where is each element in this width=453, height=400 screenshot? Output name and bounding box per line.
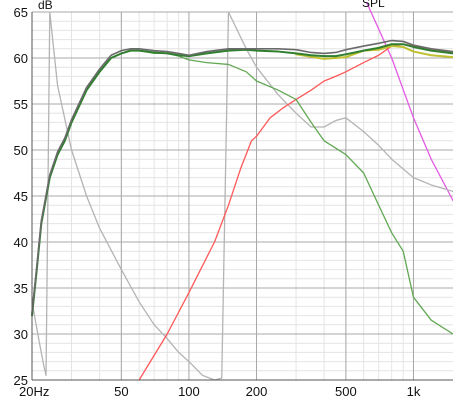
series-line xyxy=(366,2,453,202)
minor-y-grid xyxy=(32,20,453,372)
series-legend-label: SPL xyxy=(362,0,385,10)
series-line xyxy=(295,45,453,60)
x-tick-label: 200 xyxy=(246,384,268,399)
series-layer xyxy=(31,2,453,381)
y-tick-label: 35 xyxy=(14,281,28,296)
y-tick-label: 55 xyxy=(14,97,28,112)
y-tick-label: 50 xyxy=(14,143,28,158)
x-tick-label: 20Hz xyxy=(19,384,49,399)
x-tick-labels: 20Hz 50 100 200 500 1k xyxy=(19,384,421,399)
series-line xyxy=(31,39,453,314)
series-line xyxy=(31,43,453,317)
y-tick-label: 25 xyxy=(14,373,28,388)
x-tick-label: 1k xyxy=(407,384,421,399)
y-tick-label: 30 xyxy=(14,327,28,342)
y-tick-label: 60 xyxy=(14,51,28,66)
x-tick-label: 500 xyxy=(335,384,357,399)
y-tick-labels: 25 30 35 40 45 50 55 60 65 xyxy=(14,5,28,388)
y-tick-label: 40 xyxy=(14,235,28,250)
x-tick-label: 100 xyxy=(178,384,200,399)
y-tick-label: 65 xyxy=(14,5,28,20)
x-tick-label: 50 xyxy=(114,384,128,399)
major-grid xyxy=(31,11,453,381)
y-tick-label: 45 xyxy=(14,189,28,204)
y-axis-unit-label: dB xyxy=(38,0,53,12)
